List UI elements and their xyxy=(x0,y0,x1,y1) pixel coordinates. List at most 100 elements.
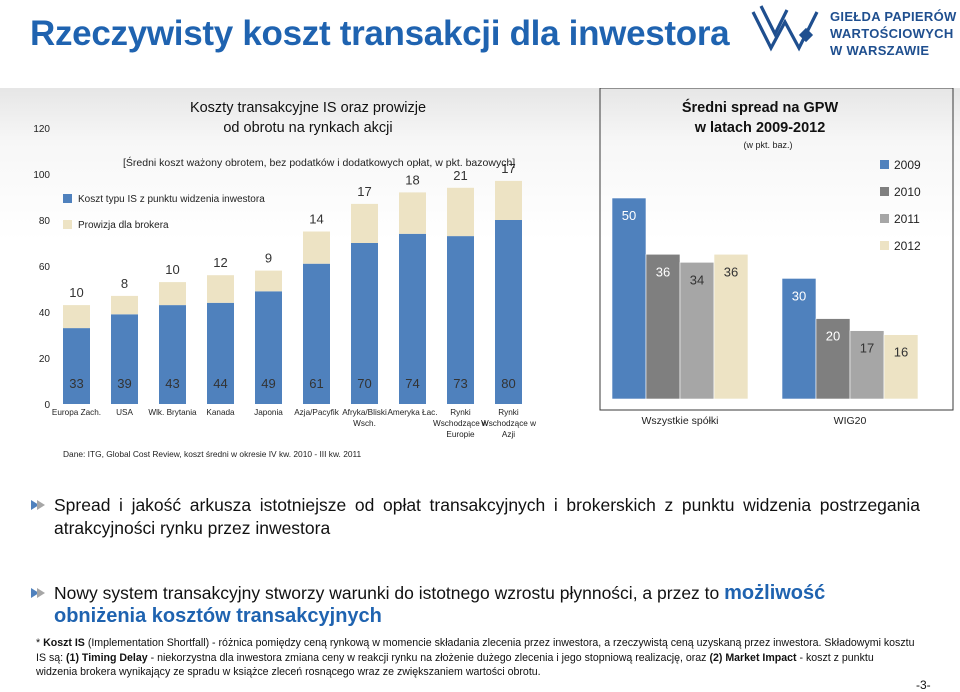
footnote-text: - niekorzystna dla inwestora zmiana ceny… xyxy=(147,651,710,664)
chart-frame xyxy=(599,88,954,411)
gpw-logo-text: GIEŁDA PAPIERÓW WARTOŚCIOWYCH W WARSZAWI… xyxy=(830,8,957,59)
bar xyxy=(645,253,681,400)
data-label: 17 xyxy=(357,184,371,199)
category-label: USA xyxy=(116,408,133,417)
data-label: 80 xyxy=(501,376,515,391)
footnote-term: (2) Market Impact xyxy=(709,651,797,664)
category-label: Europie xyxy=(446,430,475,439)
bar xyxy=(849,330,885,400)
category-label: Azji xyxy=(502,430,515,439)
bar-segment xyxy=(159,305,186,404)
footnote-text: (Implementation Shortfall) - różnica pom… xyxy=(36,637,915,664)
legend-label: 2012 xyxy=(894,239,921,253)
legend-label: 2011 xyxy=(894,212,920,226)
chart-title: od obrotu na rynkach akcji xyxy=(223,120,392,136)
data-label: 36 xyxy=(656,264,670,279)
legend-swatch xyxy=(880,160,889,169)
data-label: 10 xyxy=(69,285,83,300)
category-label: Wszystkie spółki xyxy=(641,415,718,427)
legend-swatch xyxy=(880,214,889,223)
legend-swatch xyxy=(880,241,889,250)
chart-source: Dane: ITG, Global Cost Review, koszt śre… xyxy=(63,449,362,459)
data-label: 74 xyxy=(405,376,419,391)
bar-segment xyxy=(207,302,234,404)
chart-title: Koszty transakcyjne IS oraz prowizje xyxy=(190,100,426,116)
page-number: -3- xyxy=(916,678,931,692)
y-tick-label: 120 xyxy=(33,124,50,135)
bar-segment xyxy=(303,263,330,404)
legend-label: Koszt typu IS z punktu widzenia inwestor… xyxy=(78,194,265,205)
cost-chart: 0 20 40 60 80 100 120 33 10 Europa Zach. 39 8 USA 43 1… xyxy=(33,100,536,459)
logo-line: GIEŁDA PAPIERÓW xyxy=(830,9,957,24)
data-label: 44 xyxy=(213,376,227,391)
data-label: 16 xyxy=(894,345,908,360)
footnote-term: (1) Timing Delay xyxy=(66,651,148,664)
bar xyxy=(815,318,851,400)
category-label: Rynki xyxy=(450,408,471,417)
data-label: 39 xyxy=(117,376,131,391)
bullet-item: Spread i jakość arkusza istotniejsze od … xyxy=(30,494,920,540)
page-title: Rzeczywisty koszt transakcji dla inwesto… xyxy=(30,14,730,53)
chart-title: w latach 2009-2012 xyxy=(694,120,826,136)
category-label: Wschodzące w xyxy=(481,419,536,428)
data-label: 70 xyxy=(357,376,371,391)
chart-title: Średni spread na GPW xyxy=(682,98,839,116)
bar-segment xyxy=(303,231,330,264)
category-label: Kanada xyxy=(206,408,235,417)
data-label: 43 xyxy=(165,376,179,391)
y-tick-label: 0 xyxy=(44,400,50,411)
legend-swatch xyxy=(63,194,72,203)
category-label: Wschodzące w xyxy=(433,419,488,428)
legend-label: Prowizja dla brokera xyxy=(78,220,169,231)
bar xyxy=(883,334,919,400)
bar-segment xyxy=(63,305,90,329)
y-tick-label: 60 xyxy=(39,262,51,273)
bar xyxy=(781,278,817,400)
chart-subtitle: (w pkt. baz.) xyxy=(743,140,792,150)
category-label: Japonia xyxy=(254,408,283,417)
bullet-text: Spread i jakość arkusza istotniejsze od … xyxy=(54,495,920,538)
bar-segment xyxy=(63,328,90,404)
footnote-text: - koszt z punktu widzenia brokera wynika… xyxy=(36,651,874,679)
bar-segment xyxy=(399,192,426,234)
arrow-bullet-icon xyxy=(31,500,45,510)
chart-subtitle: [Średni koszt ważony obrotem, bez podatk… xyxy=(123,156,515,169)
category-label: Rynki xyxy=(498,408,519,417)
data-label: 17 xyxy=(860,341,874,356)
bar-segment xyxy=(207,275,234,303)
data-label: 73 xyxy=(453,376,467,391)
bar-segment xyxy=(351,203,378,243)
legend-swatch xyxy=(63,220,72,229)
data-label: 36 xyxy=(724,264,738,279)
footnote: * Koszt IS (Implementation Shortfall) - … xyxy=(36,636,916,680)
bar-segment xyxy=(351,243,378,404)
bar-segment xyxy=(399,233,426,404)
bar-segment xyxy=(255,270,282,292)
data-label: 12 xyxy=(213,255,227,270)
bar-segment xyxy=(159,282,186,306)
data-label: 33 xyxy=(69,376,83,391)
charts-area: 0 20 40 60 80 100 120 33 10 Europa Zach. 39 8 USA 43 1… xyxy=(33,88,954,459)
bar-segment xyxy=(447,187,474,237)
data-label: 8 xyxy=(121,276,128,291)
data-label: 61 xyxy=(309,376,323,391)
gpw-logo-icon xyxy=(751,5,819,52)
data-label: 17 xyxy=(501,161,515,176)
y-tick-label: 80 xyxy=(39,216,51,227)
data-label: 14 xyxy=(309,212,323,227)
category-label: Ameryka Łac. xyxy=(387,408,437,417)
data-label: 50 xyxy=(622,208,636,223)
data-label: 21 xyxy=(453,168,467,183)
arrow-bullet-icon xyxy=(31,588,45,598)
category-label: Wlk. Brytania xyxy=(148,408,197,417)
data-label: 10 xyxy=(165,262,179,277)
bullet-highlight: możliwość obniżenia kosztów transakcyjny… xyxy=(54,582,826,627)
bar-segment xyxy=(447,236,474,404)
bullet-item: Nowy system transakcyjny stworzy warunki… xyxy=(30,582,920,628)
legend-label: 2010 xyxy=(894,185,921,199)
legend-label: 2009 xyxy=(894,158,921,172)
data-label: 9 xyxy=(265,251,272,266)
bar xyxy=(713,253,749,400)
y-tick-label: 100 xyxy=(33,170,50,181)
y-tick-label: 40 xyxy=(39,308,51,319)
